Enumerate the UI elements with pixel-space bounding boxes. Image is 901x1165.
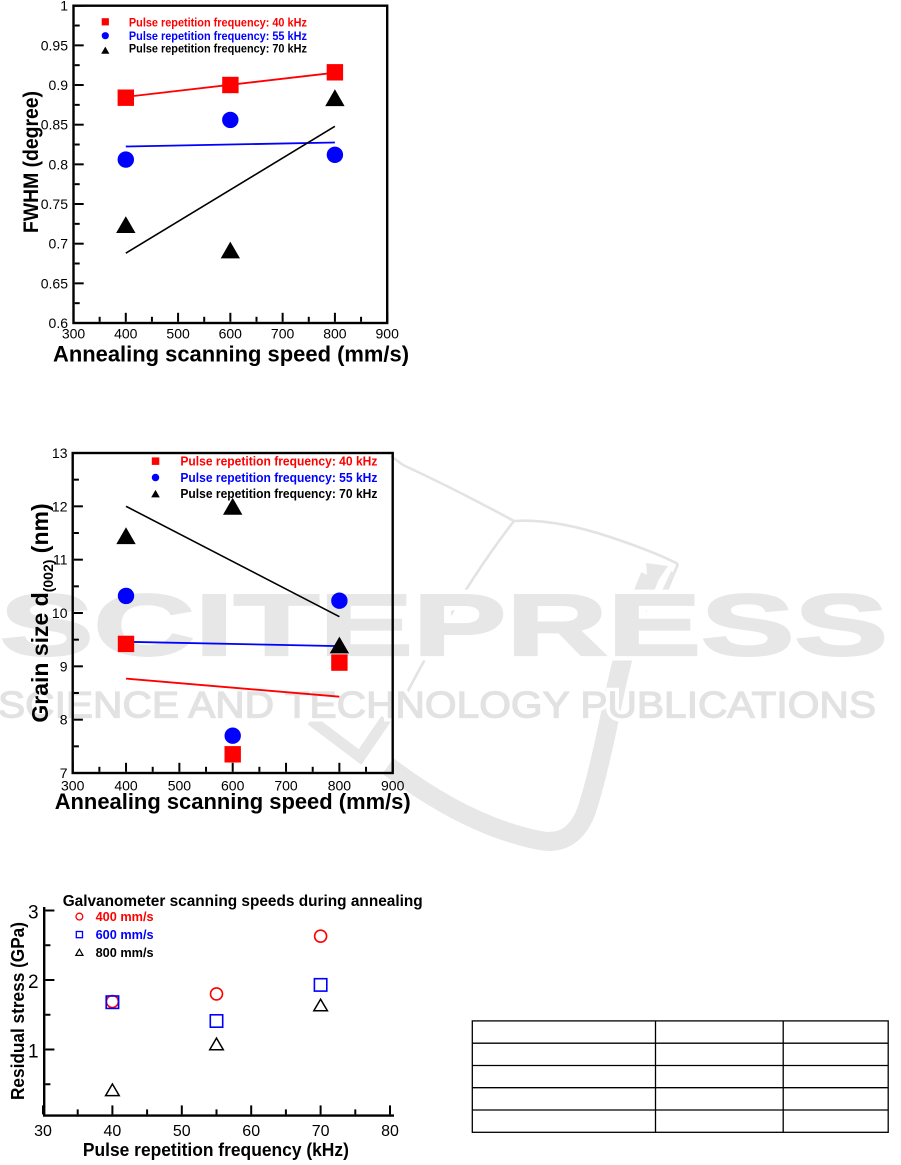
svg-text:8: 8 bbox=[60, 712, 68, 728]
svg-text:0.6: 0.6 bbox=[49, 315, 69, 331]
svg-text:800 mm/s: 800 mm/s bbox=[96, 945, 154, 960]
svg-text:60: 60 bbox=[242, 1123, 260, 1140]
svg-text:Pulse repetition frequency (kH: Pulse repetition frequency (kHz) bbox=[83, 1140, 349, 1160]
svg-text:0.65: 0.65 bbox=[41, 275, 68, 291]
svg-text:900: 900 bbox=[376, 326, 400, 342]
svg-text:0.95: 0.95 bbox=[41, 37, 68, 53]
svg-text:Pulse repetition frequency: 55: Pulse repetition frequency: 55 kHz bbox=[129, 31, 307, 43]
svg-text:300: 300 bbox=[62, 326, 86, 342]
svg-text:700: 700 bbox=[271, 326, 295, 342]
svg-text:SCITEPRESS: SCITEPRESS bbox=[0, 577, 888, 674]
svg-text:12: 12 bbox=[52, 498, 68, 514]
svg-text:Residual stress (GPa): Residual stress (GPa) bbox=[8, 922, 28, 1100]
svg-text:Annealing scanning speed (mm/s: Annealing scanning speed (mm/s) bbox=[55, 789, 411, 814]
svg-text:70: 70 bbox=[312, 1123, 330, 1140]
svg-text:40: 40 bbox=[104, 1123, 122, 1140]
svg-text:80: 80 bbox=[381, 1123, 399, 1140]
svg-text:900: 900 bbox=[381, 778, 405, 794]
svg-text:1: 1 bbox=[28, 1042, 39, 1063]
svg-text:Pulse repetition frequency: 40: Pulse repetition frequency: 40 kHz bbox=[129, 18, 307, 30]
svg-text:400: 400 bbox=[114, 778, 138, 794]
svg-text:300: 300 bbox=[61, 778, 85, 794]
svg-text:30: 30 bbox=[34, 1123, 52, 1140]
svg-text:13: 13 bbox=[52, 445, 68, 461]
svg-text:Annealing scanning speed (mm/s: Annealing scanning speed (mm/s) bbox=[53, 342, 409, 367]
svg-text:500: 500 bbox=[168, 778, 192, 794]
svg-text:600 mm/s: 600 mm/s bbox=[96, 927, 154, 942]
svg-text:Galvanometer scanning speeds d: Galvanometer scanning speeds during anne… bbox=[63, 893, 423, 910]
svg-text:Pulse repetition frequency: 55: Pulse repetition frequency: 55 kHz bbox=[180, 471, 377, 485]
svg-text:800: 800 bbox=[323, 326, 347, 342]
svg-text:9: 9 bbox=[60, 658, 68, 674]
svg-text:50: 50 bbox=[173, 1123, 191, 1140]
svg-text:SCITEPRESS: SCITEPRESS bbox=[0, 577, 888, 674]
svg-text:7: 7 bbox=[60, 765, 68, 781]
svg-text:Pulse repetition frequency: 70: Pulse repetition frequency: 70 kHz bbox=[129, 44, 307, 56]
svg-text:0.9: 0.9 bbox=[49, 77, 69, 93]
svg-text:0.8: 0.8 bbox=[49, 156, 69, 172]
svg-text:2: 2 bbox=[28, 972, 39, 993]
svg-text:700: 700 bbox=[274, 778, 298, 794]
svg-text:0.75: 0.75 bbox=[41, 196, 68, 212]
svg-text:600: 600 bbox=[219, 326, 243, 342]
svg-text:400 mm/s: 400 mm/s bbox=[96, 909, 154, 924]
svg-text:1: 1 bbox=[60, 0, 68, 14]
svg-text:11: 11 bbox=[53, 552, 68, 568]
svg-text:400: 400 bbox=[114, 326, 138, 342]
svg-text:10: 10 bbox=[52, 605, 68, 621]
svg-text:500: 500 bbox=[166, 326, 190, 342]
svg-text:Pulse repetition frequency: 70: Pulse repetition frequency: 70 kHz bbox=[180, 487, 377, 501]
svg-text:0.7: 0.7 bbox=[49, 236, 69, 252]
svg-text:3: 3 bbox=[28, 903, 39, 924]
svg-text:SCIENCE AND TECHNOLOGY PUBLICA: SCIENCE AND TECHNOLOGY PUBLICATIONS bbox=[0, 685, 876, 726]
svg-text:0.85: 0.85 bbox=[41, 117, 68, 133]
svg-text:FWHM (degree): FWHM (degree) bbox=[20, 91, 43, 233]
svg-text:800: 800 bbox=[328, 778, 352, 794]
svg-text:600: 600 bbox=[221, 778, 245, 794]
svg-text:Grain size d(002) (nm): Grain size d(002) (nm) bbox=[27, 503, 56, 722]
svg-text:Pulse repetition frequency: 40: Pulse repetition frequency: 40 kHz bbox=[180, 455, 377, 469]
svg-text:SCIENCE AND TECHNOLOGY PUBLICA: SCIENCE AND TECHNOLOGY PUBLICATIONS bbox=[0, 685, 876, 726]
